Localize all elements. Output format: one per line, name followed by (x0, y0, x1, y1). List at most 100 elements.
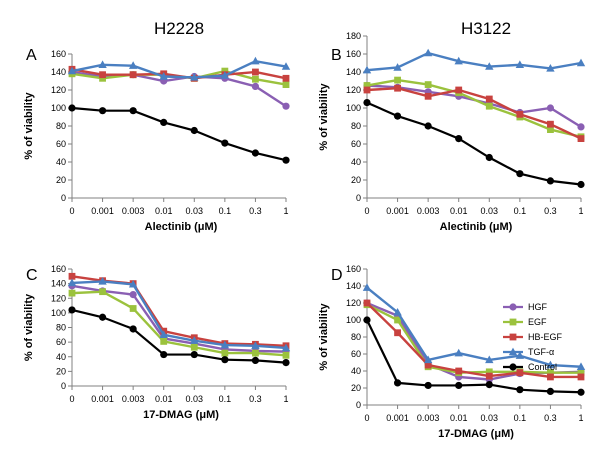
series-egf-c (68, 288, 290, 359)
data-point (485, 102, 493, 110)
legend-label: TGF-α (528, 347, 554, 357)
data-point (252, 349, 259, 357)
data-point (394, 84, 401, 92)
panel-letter-a: A (26, 47, 37, 64)
y-tick-label: 60 (351, 139, 361, 149)
data-point (577, 369, 585, 377)
x-tick-label: 1 (578, 413, 583, 423)
series-line (366, 302, 581, 379)
x-tick-label: 0.003 (417, 206, 440, 216)
data-point (190, 350, 198, 359)
y-tick-label: 160 (51, 264, 66, 274)
data-point (455, 381, 463, 390)
data-point (99, 288, 106, 296)
data-point (424, 381, 432, 390)
panel-a: A 0 20 40 60 80 100 120 140 160 0 0.001 0.003 0.01 0.0… (23, 47, 291, 233)
data-point (282, 359, 290, 367)
data-point (547, 373, 554, 381)
series-line (366, 101, 582, 186)
legend-marker (509, 333, 517, 341)
x-tick-label: 1 (283, 206, 288, 216)
y-tick-label: 100 (346, 315, 361, 325)
series-line (366, 86, 582, 140)
x-tick-label: 0.01 (155, 206, 173, 216)
x-axis-label-d: 17-DMAG (μM) (438, 428, 514, 440)
data-point (363, 82, 371, 89)
y-tick-label: 80 (351, 121, 361, 131)
y-tick-label: 160 (346, 49, 361, 59)
y-tick-label: 0 (61, 193, 66, 203)
legend-entry-hb-egf: HB-EGF (503, 332, 563, 342)
data-point (363, 86, 371, 94)
legend: HGF EGF HB-EGF TGF-α Control (503, 302, 563, 372)
data-point (282, 81, 290, 88)
series-line (366, 303, 581, 374)
legend-entry-tgf-alpha: TGF-α (503, 347, 554, 357)
y-tick-label: 120 (346, 85, 361, 95)
series-control-c (68, 306, 290, 367)
data-point (546, 360, 555, 369)
legend-label: Control (528, 362, 557, 372)
data-point (128, 279, 138, 288)
y-tick-label: 120 (51, 293, 66, 303)
data-point (190, 343, 198, 351)
y-tick-label: 20 (351, 383, 361, 393)
x-tick-label: 0.3 (544, 206, 557, 216)
x-tick-label: 0 (69, 206, 74, 216)
series-line (366, 286, 582, 368)
data-point (394, 76, 401, 84)
data-point (423, 48, 433, 57)
x-tick-label: 0 (364, 413, 369, 423)
data-point (98, 313, 107, 321)
y-tick-label: 0 (356, 193, 361, 203)
x-tick-label: 0.001 (91, 394, 114, 404)
data-point (577, 135, 585, 142)
data-point (576, 362, 586, 370)
data-point (282, 156, 290, 164)
series-control-b (363, 99, 585, 189)
series-line (71, 280, 287, 350)
data-point (221, 356, 229, 364)
data-point (220, 71, 230, 79)
data-point (393, 307, 402, 316)
x-tick-label: 0.1 (219, 394, 232, 404)
y-tick-label: 100 (346, 103, 361, 113)
y-tick-label: 80 (56, 323, 66, 333)
data-point (577, 373, 585, 381)
series-line (71, 59, 287, 79)
data-point (515, 351, 525, 359)
legend-entry-control: Control (503, 362, 557, 372)
y-tick-label: 0 (61, 381, 66, 391)
x-axis-label-c: 17-DMAG (μM) (143, 409, 219, 421)
data-point (577, 180, 585, 189)
series-line (71, 106, 287, 162)
data-point (576, 58, 586, 67)
data-point (485, 355, 494, 364)
data-point (220, 340, 230, 349)
series-tgf-alpha-d (362, 283, 586, 370)
x-tick-label: 0.01 (155, 394, 173, 404)
data-point (485, 95, 493, 103)
data-point (68, 289, 76, 297)
data-point (424, 122, 432, 130)
y-tick-label: 20 (351, 175, 361, 185)
y-tick-label: 40 (56, 352, 66, 362)
data-point (251, 356, 260, 365)
data-point (160, 337, 168, 345)
y-tick-label: 40 (351, 157, 361, 167)
data-point (393, 63, 402, 71)
x-tick-label: 0.001 (386, 413, 409, 423)
series-line (71, 70, 287, 108)
y-tick-label: 60 (56, 139, 66, 149)
data-point (252, 75, 259, 83)
data-point (252, 68, 259, 76)
data-point (221, 67, 229, 75)
y-tick-label: 100 (51, 103, 66, 113)
legend-label: EGF (528, 317, 547, 327)
data-point (424, 81, 432, 88)
series-line (366, 319, 582, 394)
data-point (282, 351, 290, 359)
data-point (99, 74, 106, 82)
column-title-h3122: H3122 (461, 19, 511, 38)
